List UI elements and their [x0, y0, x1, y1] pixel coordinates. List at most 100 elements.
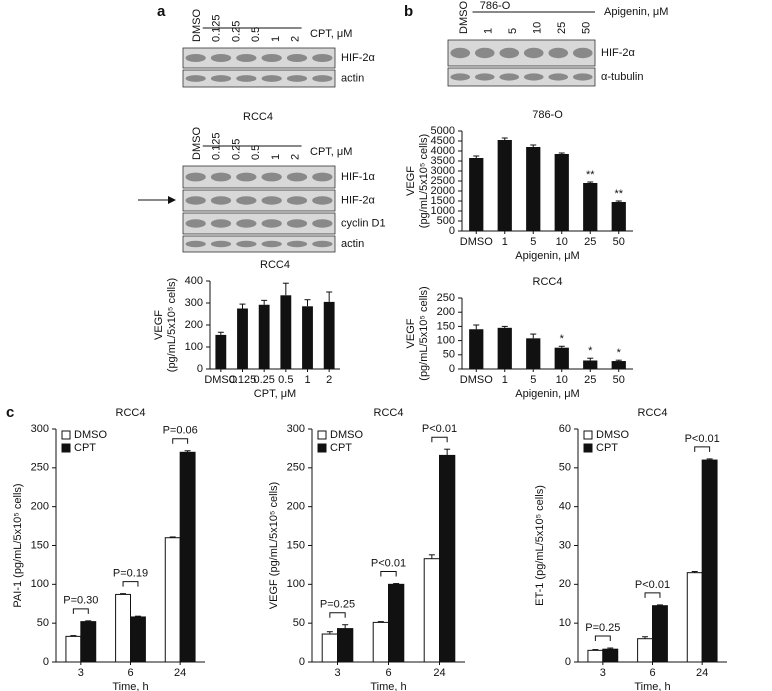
significance-bracket — [380, 571, 397, 577]
y-tick-label: 2000 — [431, 185, 455, 197]
y-axis-label: VEGF — [405, 166, 417, 196]
lane-label: 0.5 — [250, 27, 262, 42]
band-signal — [572, 47, 593, 59]
x-tick-label: 1 — [502, 236, 508, 248]
x-tick-label: 1 — [502, 374, 508, 386]
y-tick-label: 1500 — [431, 195, 455, 207]
x-axis-label: Apigenin, μM — [515, 250, 579, 262]
band-signal — [499, 73, 520, 81]
significance-label: * — [560, 333, 565, 345]
bar — [372, 621, 390, 663]
band-signal — [312, 219, 333, 228]
y-tick-label: 60 — [559, 423, 571, 435]
lane-label: 10 — [532, 22, 544, 34]
y-axis-label: VEGF (pg/mL/5x10⁵ cells) — [268, 482, 280, 609]
band-signal — [286, 196, 308, 205]
band-signal — [236, 54, 257, 62]
band-signal — [312, 75, 333, 82]
band-label: actin — [341, 238, 364, 250]
treatment-label: CPT, μM — [310, 146, 352, 158]
bar — [164, 537, 181, 663]
p-value-label: P=0.25 — [585, 622, 620, 634]
band-label: HIF-2α — [341, 194, 376, 206]
lane-label: 0.25 — [230, 21, 242, 42]
significance-bracket — [594, 635, 611, 642]
y-tick-label: 0 — [449, 363, 455, 375]
x-tick-label: 25 — [584, 374, 596, 386]
x-tick-label: 5 — [530, 374, 536, 386]
legend-label: DMSO — [596, 429, 629, 441]
p-value-label: P=0.06 — [163, 425, 198, 437]
band-signal — [210, 219, 232, 228]
y-tick-label: 0 — [43, 656, 49, 668]
significance-bracket — [122, 581, 139, 587]
x-tick-label: 1 — [304, 374, 310, 386]
chart-title: RCC4 — [116, 407, 146, 419]
lane-label: 1 — [270, 154, 282, 160]
bar — [497, 140, 512, 231]
band-signal — [286, 240, 308, 248]
x-tick-label: DMSO — [460, 374, 493, 386]
significance-bracket — [72, 608, 89, 614]
blot-band — [182, 189, 336, 212]
blot-band — [182, 212, 336, 235]
y-tick-label: 200 — [287, 501, 305, 513]
x-axis-label: CPT, μM — [254, 388, 296, 400]
x-tick-label: 3 — [78, 667, 84, 679]
legend-label: DMSO — [330, 429, 363, 441]
y-tick-label: 0 — [197, 363, 203, 375]
blot-band — [182, 235, 336, 253]
band-signal — [185, 75, 206, 82]
x-tick-label: 5 — [530, 236, 536, 248]
legend-label: CPT — [74, 442, 96, 454]
x-tick-label: 0.25 — [253, 374, 274, 386]
y-tick-label: 2500 — [431, 175, 455, 187]
bar — [130, 616, 146, 663]
band-signal — [210, 240, 232, 248]
p-value-label: P=0.19 — [113, 568, 148, 580]
bar — [237, 308, 248, 369]
bar — [611, 361, 626, 369]
band-signal — [548, 47, 569, 59]
legend-label: CPT — [330, 442, 352, 454]
blot-band — [447, 39, 596, 67]
significance-bracket — [431, 436, 448, 443]
legend-swatch — [317, 443, 327, 453]
bar — [701, 459, 718, 663]
bar — [258, 304, 270, 369]
x-tick-label: 24 — [174, 667, 186, 679]
band-signal — [185, 196, 206, 205]
p-value-label: P<0.01 — [422, 423, 457, 435]
band-signal — [261, 196, 282, 205]
x-tick-label: 24 — [696, 667, 708, 679]
bar — [388, 583, 405, 663]
band-signal — [286, 75, 308, 82]
p-value-label: P=0.25 — [320, 599, 355, 611]
y-tick-label: 1000 — [431, 205, 455, 217]
panel-label: c — [6, 404, 14, 421]
p-value-label: P<0.01 — [371, 557, 406, 569]
legend-label: CPT — [596, 442, 618, 454]
significance-bracket — [694, 446, 711, 452]
y-tick-label: 150 — [31, 539, 49, 551]
band-label: HIF-2α — [341, 52, 376, 64]
significance-label: * — [588, 345, 593, 357]
blot-title: 786-O — [480, 0, 511, 12]
band-label: cyclin D1 — [341, 217, 386, 229]
chart-title: 786-O — [532, 109, 563, 121]
bar — [302, 306, 313, 369]
legend-swatch — [583, 430, 593, 440]
band-signal — [261, 75, 282, 82]
x-tick-label: 24 — [433, 667, 445, 679]
blot-band — [182, 47, 336, 69]
y-tick-label: 0 — [449, 225, 455, 237]
y-tick-label: 0 — [565, 656, 571, 668]
y-tick-label: 300 — [287, 423, 305, 435]
band-signal — [474, 47, 495, 59]
bar — [215, 334, 227, 369]
y-tick-label: 20 — [559, 578, 571, 590]
y-tick-label: 40 — [559, 501, 571, 513]
band-signal — [236, 219, 257, 228]
y-axis-label: ET-1 (pg/mL/5x10⁵ cells) — [534, 485, 546, 606]
bar — [602, 648, 619, 663]
